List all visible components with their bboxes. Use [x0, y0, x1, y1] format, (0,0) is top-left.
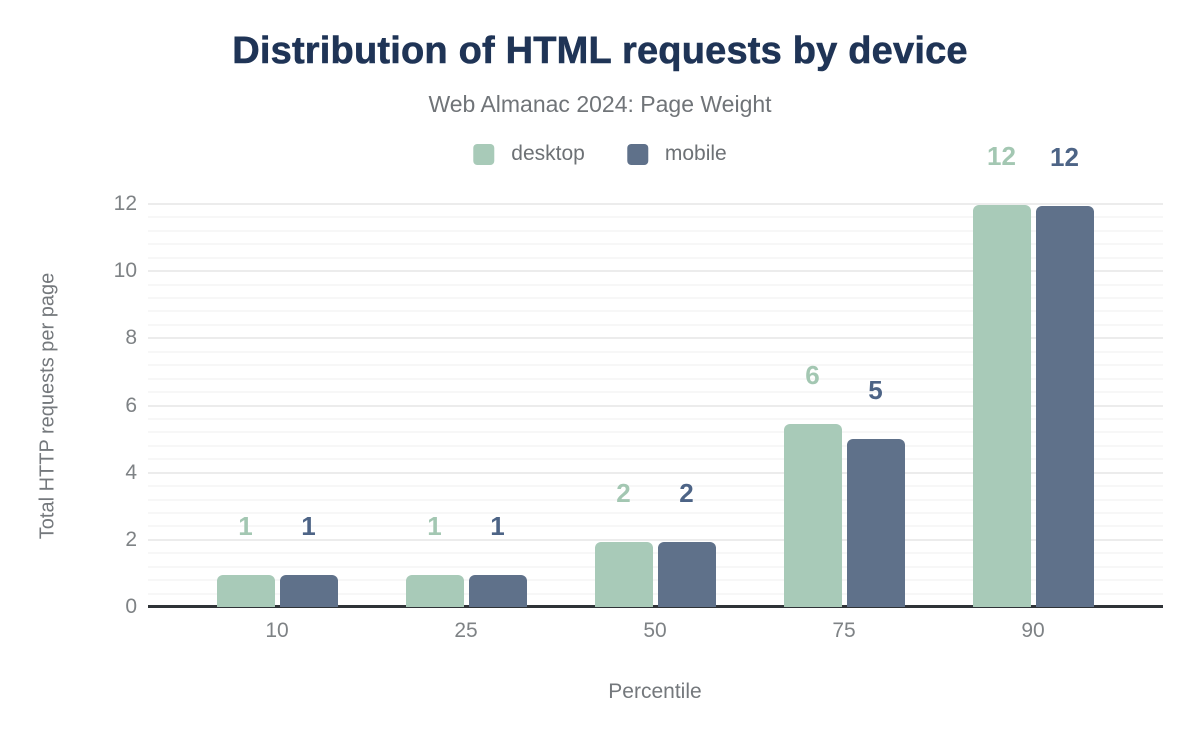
- y-axis-tick-label: 8: [125, 326, 137, 350]
- desktop-swatch-icon: [473, 143, 495, 165]
- minor-gridline: [148, 310, 1163, 313]
- desktop-bar-p10[interactable]: [216, 574, 275, 607]
- minor-gridline: [148, 431, 1163, 434]
- minor-gridline: [148, 579, 1163, 582]
- chart-subtitle: Web Almanac 2024: Page Weight: [428, 91, 772, 117]
- minor-gridline: [148, 297, 1163, 300]
- minor-gridline: [148, 229, 1163, 232]
- desktop-bar-p90[interactable]: [972, 204, 1031, 607]
- minor-gridline: [148, 256, 1163, 259]
- desktop-bar-p25[interactable]: [405, 574, 464, 607]
- minor-gridline: [148, 592, 1163, 595]
- mobile-bar-p90[interactable]: [1035, 206, 1094, 607]
- minor-gridline: [148, 498, 1163, 501]
- x-axis-line: [148, 605, 1163, 608]
- mobile-data-label-p25: 1: [490, 510, 505, 541]
- y-axis-tick-label: 12: [113, 192, 137, 215]
- x-axis-tick-label: 50: [643, 619, 667, 642]
- minor-gridline: [148, 323, 1163, 326]
- mobile-bar-p10[interactable]: [279, 574, 338, 607]
- desktop-data-label-p25: 1: [427, 510, 442, 541]
- minor-gridline: [148, 552, 1163, 555]
- y-axis-tick-label: 6: [125, 393, 137, 417]
- minor-gridline: [148, 444, 1163, 447]
- x-axis-title: Percentile: [608, 680, 702, 703]
- mobile-bar-p75[interactable]: [846, 439, 905, 607]
- minor-gridline: [148, 350, 1163, 353]
- minor-gridline: [148, 391, 1163, 394]
- desktop-bar-p75[interactable]: [783, 423, 842, 607]
- major-gridline: [148, 404, 1163, 407]
- minor-gridline: [148, 458, 1163, 461]
- desktop-data-label-p50: 2: [616, 477, 631, 508]
- y-axis-tick-label: 2: [125, 527, 137, 551]
- minor-gridline: [148, 485, 1163, 488]
- x-axis-tick-label: 90: [1021, 619, 1045, 642]
- mobile-swatch-icon: [626, 143, 648, 165]
- major-gridline: [148, 337, 1163, 340]
- major-gridline: [148, 203, 1163, 205]
- legend-label: mobile: [664, 142, 727, 165]
- y-axis-tick-label: 10: [113, 259, 137, 283]
- major-gridline: [148, 270, 1163, 273]
- y-axis-tick-label: 4: [125, 460, 137, 484]
- mobile-data-label-p10: 1: [301, 510, 316, 541]
- minor-gridline: [148, 565, 1163, 568]
- x-axis-tick-label: 10: [265, 619, 289, 642]
- y-axis-tick-label: 0: [125, 595, 137, 618]
- minor-gridline: [148, 364, 1163, 367]
- minor-gridline: [148, 377, 1163, 380]
- x-axis-tick-label: 75: [832, 619, 856, 642]
- minor-gridline: [148, 243, 1163, 246]
- legend-item-mobile[interactable]: mobile: [626, 142, 727, 166]
- minor-gridline: [148, 525, 1163, 528]
- desktop-bar-p50[interactable]: [594, 541, 653, 607]
- legend: desktop mobile: [473, 142, 727, 166]
- mobile-data-label-p90: 12: [1050, 142, 1079, 173]
- mobile-data-label-p75: 5: [868, 375, 883, 406]
- desktop-data-label-p90: 12: [987, 140, 1016, 171]
- x-axis-tick-label: 25: [454, 619, 478, 642]
- mobile-data-label-p50: 2: [679, 477, 694, 508]
- legend-item-desktop[interactable]: desktop: [473, 142, 585, 166]
- legend-label: desktop: [511, 142, 585, 165]
- minor-gridline: [148, 283, 1163, 286]
- minor-gridline: [148, 216, 1163, 219]
- major-gridline: [148, 538, 1163, 541]
- minor-gridline: [148, 511, 1163, 514]
- mobile-bar-p25[interactable]: [468, 574, 527, 607]
- chart-title: Distribution of HTML requests by device: [232, 30, 968, 73]
- desktop-data-label-p10: 1: [238, 510, 253, 541]
- mobile-bar-p50[interactable]: [657, 541, 716, 607]
- desktop-data-label-p75: 6: [805, 359, 820, 390]
- minor-gridline: [148, 417, 1163, 420]
- major-gridline: [148, 471, 1163, 474]
